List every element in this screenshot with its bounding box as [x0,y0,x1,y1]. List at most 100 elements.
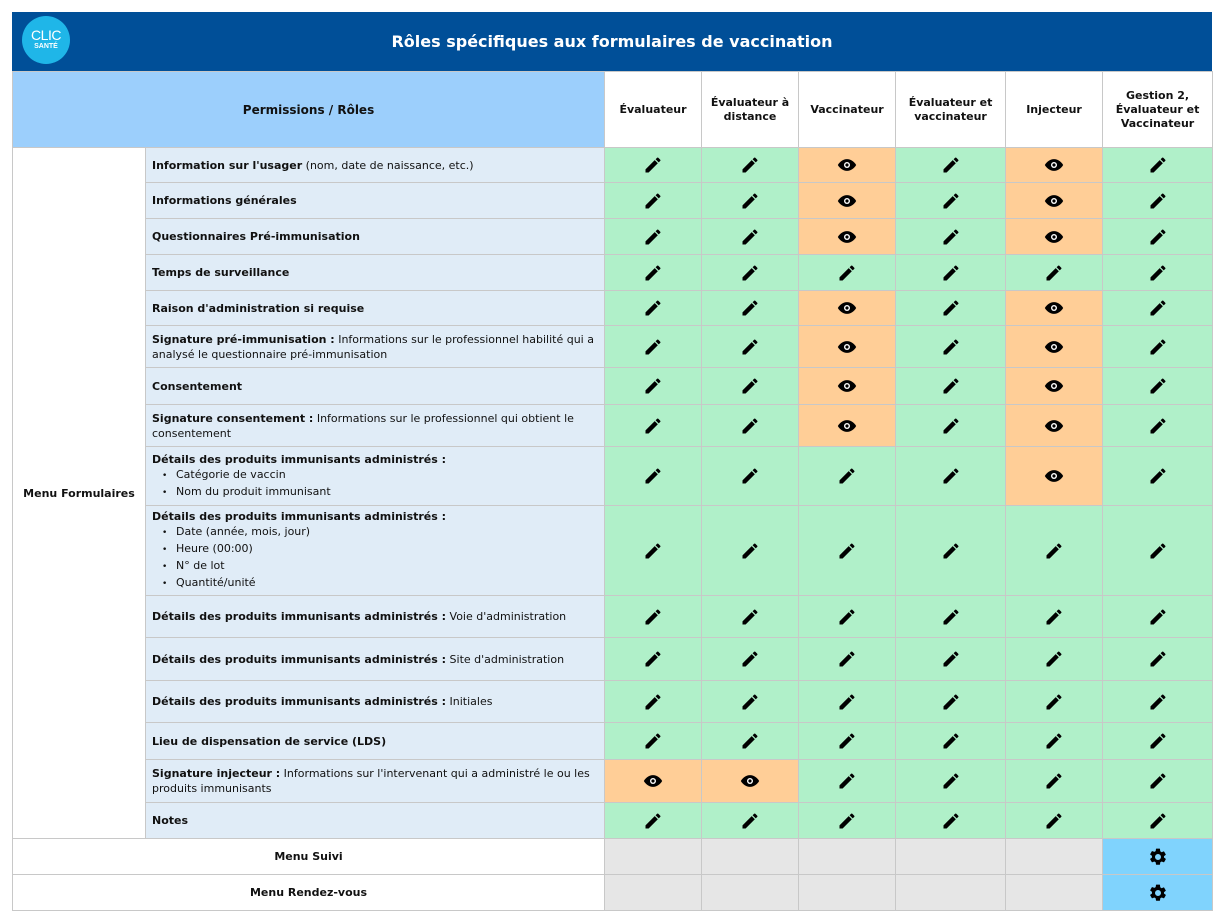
row-label-bold: Signature injecteur : [152,767,281,780]
row-label: Signature injecteur : Informations sur l… [144,759,606,803]
pencil-icon [941,693,961,709]
permission-cell-edit [1102,147,1214,183]
permission-cell-view [798,367,897,405]
pencil-icon [1044,651,1064,667]
permission-cell-edit [1102,505,1214,596]
permission-cell-edit [895,254,1007,291]
permission-cell-edit [798,722,897,760]
row-label-list: Date (année, mois, jour)Heure (00:00)N° … [152,524,598,592]
row-label: Notes [144,802,606,839]
row-label-bold: Signature pré-immunisation : [152,332,335,346]
permission-cell-view [798,218,897,255]
row-label-list-item: Quantité/unité [162,575,598,592]
permission-cell-edit [895,802,1007,839]
permission-cell-edit [895,182,1007,219]
permission-cell-edit [1102,182,1214,219]
pencil-icon [941,417,961,433]
eye-icon [1044,301,1064,314]
pencil-icon [740,157,760,173]
pencil-icon [837,542,857,558]
logo-text-top: CLIC [31,27,61,43]
pencil-icon [837,773,857,789]
permission-cell-edit [604,680,703,723]
permission-cell-edit [604,254,703,291]
pencil-icon [1148,300,1168,316]
permission-cell-edit [895,680,1007,723]
pencil-icon [837,812,857,828]
eye-icon [1044,419,1064,432]
column-header: Évaluateur [604,71,703,148]
permission-cell-edit [1102,446,1214,506]
row-label-list: Catégorie de vaccinNom du produit immuni… [152,467,598,501]
permission-cell-edit [895,505,1007,596]
permission-cell-none [1005,838,1104,875]
row-label: Détails des produits immunisants adminis… [144,637,606,681]
pencil-icon [643,693,663,709]
permission-cell-edit [604,218,703,255]
permission-cell-edit [604,404,703,447]
row-label-bold: Détails des produits immunisants adminis… [152,695,447,708]
pencil-icon [941,264,961,280]
pencil-icon [941,378,961,394]
permission-cell-edit [895,759,1007,803]
pencil-icon [941,773,961,789]
permission-cell-view [798,182,897,219]
pencil-icon [643,228,663,244]
row-label: Signature consentement : Informations su… [144,404,606,447]
pencil-icon [1148,542,1168,558]
pencil-icon [740,264,760,280]
permission-cell-edit [895,722,1007,760]
menu-formulaires-label: Menu Formulaires [12,147,146,839]
eye-icon [837,230,857,243]
pencil-icon [941,468,961,484]
permission-cell-edit [604,595,703,638]
permission-cell-view [1005,404,1104,447]
column-header: Évaluateur et vaccinateur [895,71,1007,148]
eye-icon [837,194,857,207]
permission-cell-edit [1102,637,1214,681]
row-label: Détails des produits immunisants adminis… [144,505,606,596]
permission-cell-edit [604,505,703,596]
permission-cell-edit [798,680,897,723]
row-label: Informations générales [144,182,606,219]
row-label: Temps de surveillance [144,254,606,291]
pencil-icon [1148,773,1168,789]
pencil-icon [1148,417,1168,433]
permission-cell-edit [798,802,897,839]
permission-cell-edit [701,325,800,368]
pencil-icon [1148,812,1168,828]
permission-cell-edit [1102,290,1214,326]
pencil-icon [740,228,760,244]
table-row: Raison d'administration si requise [13,290,1214,326]
eye-icon [837,158,857,171]
permission-cell-edit [701,505,800,596]
pencil-icon [941,542,961,558]
pencil-icon [1148,338,1168,354]
eye-icon [643,774,663,787]
pencil-icon [643,468,663,484]
table-row: Menu Suivi [11,838,1214,875]
permission-cell-view [798,404,897,447]
permission-cell-edit [895,218,1007,255]
table-row: Détails des produits immunisants adminis… [13,446,1214,506]
eye-icon [1044,379,1064,392]
submenu-label: Menu Suivi [11,838,606,875]
permission-cell-edit [701,218,800,255]
permission-cell-gear [1102,838,1214,875]
eye-icon [837,419,857,432]
pencil-icon [941,651,961,667]
row-label: Questionnaires Pré-immunisation [144,218,606,255]
table-row: Signature consentement : Informations su… [13,404,1214,447]
row-label-list-item: Nom du produit immunisant [162,484,598,501]
pencil-icon [837,733,857,749]
pencil-icon [643,608,663,624]
pencil-icon [740,300,760,316]
permission-cell-edit [895,637,1007,681]
permission-cell-edit [1102,759,1214,803]
pencil-icon [740,651,760,667]
permission-cell-edit [1102,595,1214,638]
document: CLIC SANTÉ Rôles spécifiques aux formula… [11,12,1214,911]
permission-cell-edit [1102,680,1214,723]
table-body: Menu Formulaires Information sur l'usager… [11,147,1214,911]
pencil-icon [740,338,760,354]
